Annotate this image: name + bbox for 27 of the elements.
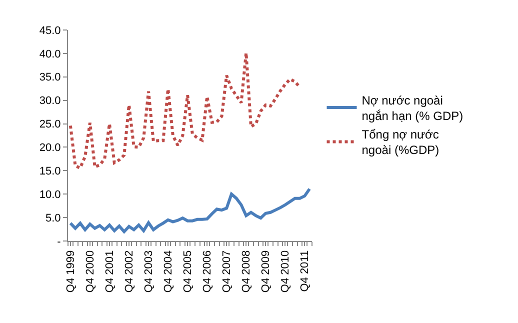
x-tick-label: Q4 2005	[182, 250, 194, 293]
x-tick-label: Q4 2004	[162, 250, 175, 293]
line-series	[68, 187, 312, 234]
y-tick-label: 10.0	[39, 188, 61, 201]
x-tick-label: Q4 2000	[84, 250, 97, 293]
y-tick-label: 45.0	[39, 24, 61, 37]
x-tick-label: Q4 1999	[65, 250, 78, 293]
x-tick-label: Q4 2006	[202, 250, 214, 293]
x-tick-label: Q4 2009	[260, 250, 272, 293]
y-tick-label: 35.0	[39, 72, 61, 84]
x-tick-label: Q4 2011	[299, 250, 312, 292]
y-tick-label: 15.0	[39, 166, 61, 178]
y-tick-label: 20.0	[39, 142, 61, 154]
y-tick-label: 30.0	[39, 95, 61, 108]
legend-label: Tổng nợ nước ngoài (%GDP)	[362, 128, 440, 158]
x-tick-label: Q4 2010	[280, 250, 292, 293]
line-series	[68, 51, 302, 170]
y-tick-label: 5.0	[46, 212, 61, 224]
y-tick-label: 25.0	[39, 118, 61, 131]
x-tick-label: Q4 2007	[221, 250, 234, 293]
x-tick-label: Q4 2001	[104, 250, 116, 293]
y-tick-label: -	[57, 236, 62, 248]
y-tick-label: 40.0	[39, 48, 61, 60]
x-tick-label: Q4 2003	[143, 250, 156, 293]
legend-label: Nợ nước ngoài ngắn hạn (% GDP)	[362, 93, 464, 124]
x-tick-label: Q4 2002	[124, 250, 136, 293]
x-tick-label: Q4 2008	[240, 250, 253, 293]
